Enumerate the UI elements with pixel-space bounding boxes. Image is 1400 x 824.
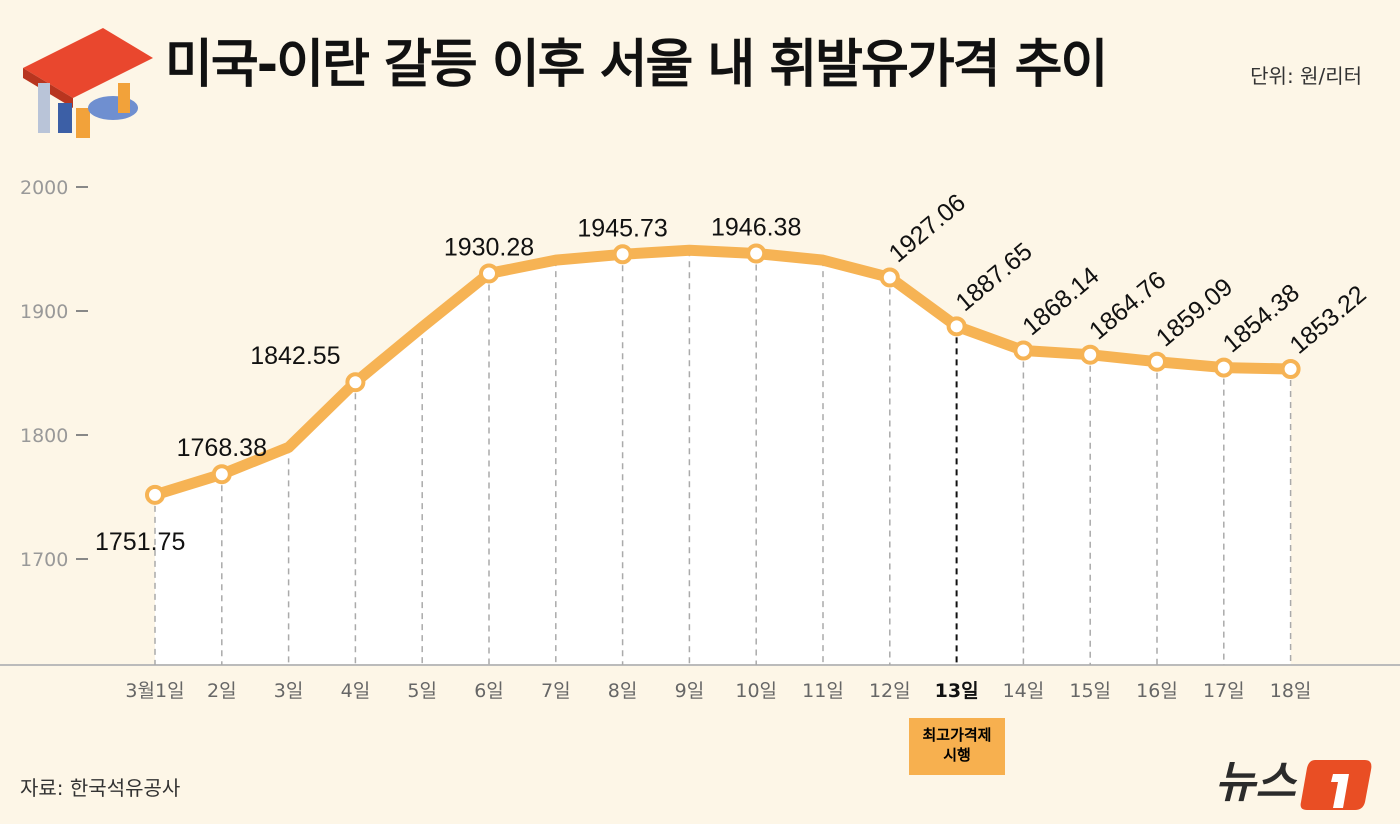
x-tick-label: 12일 [869,680,911,702]
data-label: 1927.06 [884,189,971,269]
x-tick-label: 17일 [1203,680,1245,702]
annotation-line1: 최고가격제 [922,726,992,744]
annotation-line2: 시행 [943,746,971,764]
x-tick-label: 8일 [608,680,638,702]
svg-text:뉴스: 뉴스 [1215,757,1297,808]
x-tick-label: 6일 [474,680,504,702]
data-label: 1930.28 [444,233,534,261]
x-tick-label: 2일 [207,680,237,702]
x-tick-label: 18일 [1270,680,1312,702]
data-label: 1945.73 [577,214,667,242]
area-fill [155,250,1291,666]
data-point [1147,351,1167,372]
y-tick-label: 1800 [20,425,68,447]
data-point [612,244,633,265]
data-point [479,263,499,284]
x-tick-label: 10일 [735,680,777,702]
x-tick-label: 7일 [541,680,571,702]
x-tick-label: 9일 [675,680,705,702]
source-label: 자료: 한국석유공사 [20,776,181,800]
data-point [345,372,366,393]
x-tick-label: 13일 [935,680,979,702]
series-line [149,244,1297,501]
data-point [746,243,767,264]
data-label: 1946.38 [711,213,801,241]
unit-label: 단위: 원/리터 [1250,64,1362,88]
data-point [1280,359,1301,380]
x-tick-label: 5일 [407,680,437,702]
news1-logo: 뉴스 [1215,752,1375,816]
annotation-box: 최고가격제 시행 [909,718,1005,775]
x-tick-label: 14일 [1003,680,1045,702]
data-label: 1768.38 [177,434,267,462]
data-point [211,464,232,485]
data-point [145,484,165,505]
gas-station-icon [18,28,158,152]
data-point [1080,344,1101,365]
x-tick-label: 11일 [802,680,844,702]
x-tick-label: 4일 [341,680,371,702]
data-label: 1751.75 [95,528,185,556]
x-tick-label: 3월1일 [125,680,184,702]
chart-title: 미국-이란 갈등 이후 서울 내 휘발유가격 추이 [165,35,1108,95]
x-tick-label: 15일 [1069,680,1111,702]
x-tick-label: 3일 [274,680,304,702]
y-tick-label: 1700 [20,549,68,571]
data-label: 1842.55 [250,342,340,370]
data-point [946,316,967,337]
data-point [1213,357,1234,378]
data-point [1013,340,1034,361]
data-point [879,267,900,288]
x-tick-label: 16일 [1136,680,1178,702]
data-label: 1887.65 [950,237,1037,317]
y-tick-label: 2000 [20,177,68,199]
y-tick-label: 1900 [20,301,68,323]
